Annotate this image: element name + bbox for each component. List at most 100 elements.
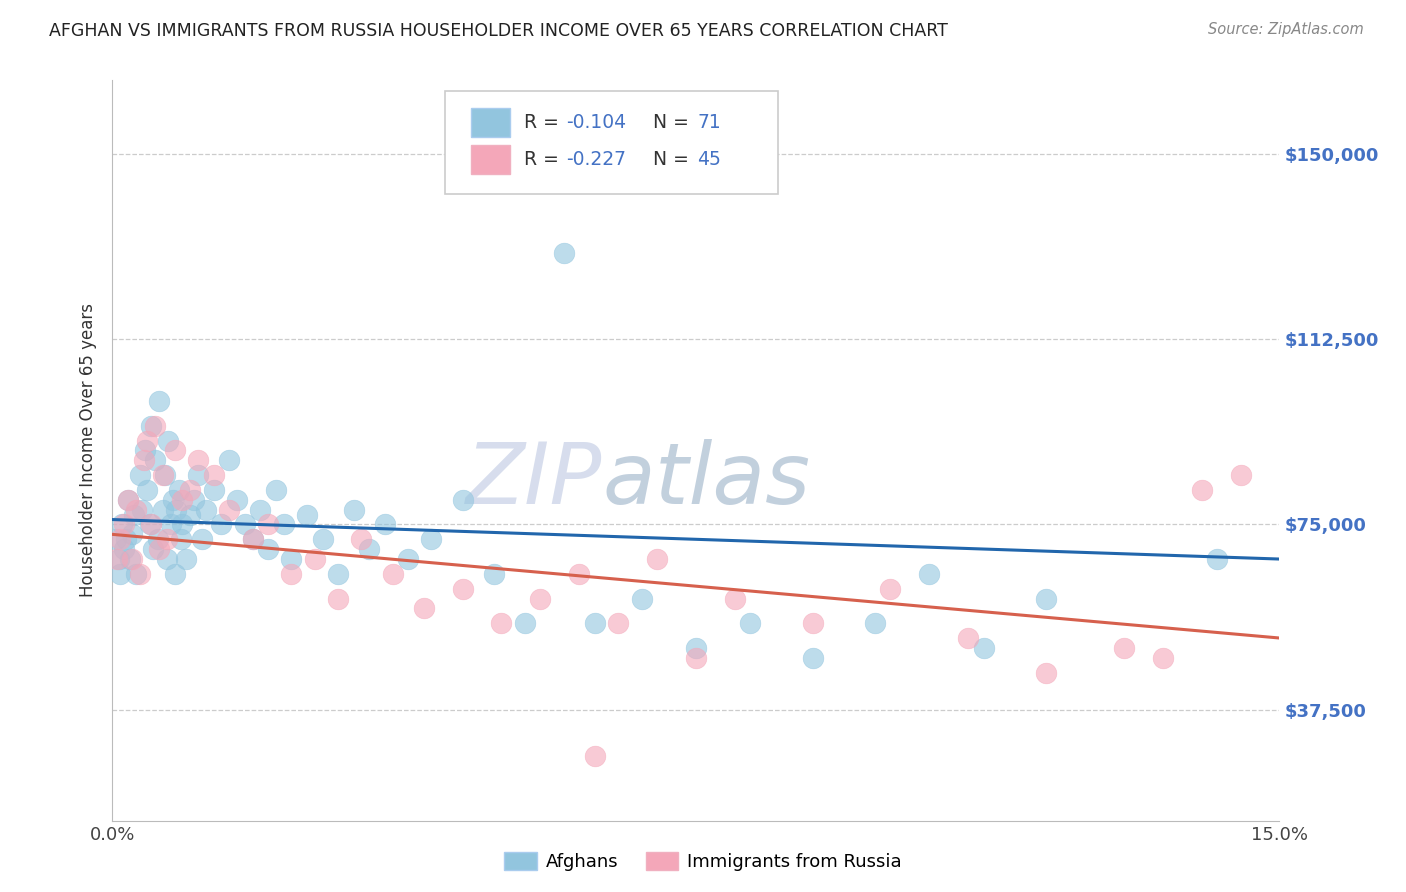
Point <box>152 502 174 516</box>
Point <box>451 492 474 507</box>
Point <box>412 601 434 615</box>
Point <box>202 468 225 483</box>
Text: ZIP: ZIP <box>467 439 603 522</box>
Y-axis label: Householder Income Over 65 years: Householder Income Over 65 years <box>79 303 97 598</box>
Point <box>125 566 148 581</box>
Point <box>863 616 886 631</box>
Point <box>233 517 256 532</box>
Point <box>513 616 536 631</box>
Point <box>529 591 551 606</box>
Point <box>136 434 159 448</box>
Point <box>179 508 201 522</box>
Point <box>583 749 606 764</box>
Legend: Afghans, Immigrants from Russia: Afghans, Immigrants from Russia <box>498 845 908 879</box>
Point <box>115 533 138 547</box>
Point <box>685 640 707 655</box>
Point <box>553 246 575 260</box>
Text: -0.104: -0.104 <box>567 113 627 132</box>
Point <box>187 453 209 467</box>
Point <box>157 434 180 448</box>
Point <box>801 616 824 631</box>
Point <box>118 552 141 566</box>
Point <box>420 533 443 547</box>
Point <box>156 533 179 547</box>
Point <box>209 517 232 532</box>
Point <box>381 566 404 581</box>
FancyBboxPatch shape <box>471 145 510 174</box>
Point <box>218 453 240 467</box>
Point <box>131 502 153 516</box>
Point <box>326 591 349 606</box>
Point <box>280 566 302 581</box>
Point <box>1112 640 1135 655</box>
Point <box>142 542 165 557</box>
Point <box>685 650 707 665</box>
Point <box>359 542 381 557</box>
Point <box>160 517 183 532</box>
Point <box>202 483 225 497</box>
FancyBboxPatch shape <box>471 108 510 137</box>
Point <box>163 443 186 458</box>
Point <box>242 533 264 547</box>
Point <box>374 517 396 532</box>
Point <box>162 492 184 507</box>
Point <box>1229 468 1251 483</box>
Point <box>1035 591 1057 606</box>
Point <box>156 552 179 566</box>
Point <box>105 533 128 547</box>
Point <box>107 552 129 566</box>
Point <box>152 468 174 483</box>
Point <box>110 533 132 547</box>
Point <box>918 566 941 581</box>
Point <box>134 443 156 458</box>
Point <box>257 542 280 557</box>
Point <box>148 542 170 557</box>
Point <box>194 502 217 516</box>
Point <box>311 533 333 547</box>
Point <box>451 582 474 596</box>
Point <box>141 517 163 532</box>
Point <box>645 552 668 566</box>
Point <box>1152 650 1174 665</box>
Point <box>326 566 349 581</box>
Point <box>141 418 163 433</box>
Point <box>1206 552 1229 566</box>
Text: R =: R = <box>524 150 565 169</box>
Point <box>295 508 318 522</box>
Point <box>957 631 980 645</box>
Point <box>132 453 155 467</box>
Point <box>183 492 205 507</box>
Point <box>172 492 194 507</box>
Point <box>264 483 287 497</box>
Point <box>121 552 143 566</box>
Point <box>607 616 630 631</box>
Point <box>117 492 139 507</box>
Point <box>128 566 150 581</box>
Point <box>249 502 271 516</box>
FancyBboxPatch shape <box>446 91 778 194</box>
Point <box>350 533 373 547</box>
Point <box>218 502 240 516</box>
Point <box>396 552 419 566</box>
Point <box>155 468 177 483</box>
Point <box>128 468 150 483</box>
Point <box>280 552 302 566</box>
Point <box>117 492 139 507</box>
Point <box>482 566 505 581</box>
Point <box>167 483 190 497</box>
Text: atlas: atlas <box>603 439 811 522</box>
Point <box>257 517 280 532</box>
Point <box>187 468 209 483</box>
Point <box>242 533 264 547</box>
Point <box>273 517 295 532</box>
Point <box>143 418 166 433</box>
Text: AFGHAN VS IMMIGRANTS FROM RUSSIA HOUSEHOLDER INCOME OVER 65 YEARS CORRELATION CH: AFGHAN VS IMMIGRANTS FROM RUSSIA HOUSEHO… <box>49 22 948 40</box>
Point <box>879 582 901 596</box>
Text: Source: ZipAtlas.com: Source: ZipAtlas.com <box>1208 22 1364 37</box>
Point <box>143 453 166 467</box>
Point <box>1035 665 1057 680</box>
Point <box>191 533 214 547</box>
Text: N =: N = <box>641 150 695 169</box>
Point <box>165 502 187 516</box>
Point <box>343 502 366 516</box>
